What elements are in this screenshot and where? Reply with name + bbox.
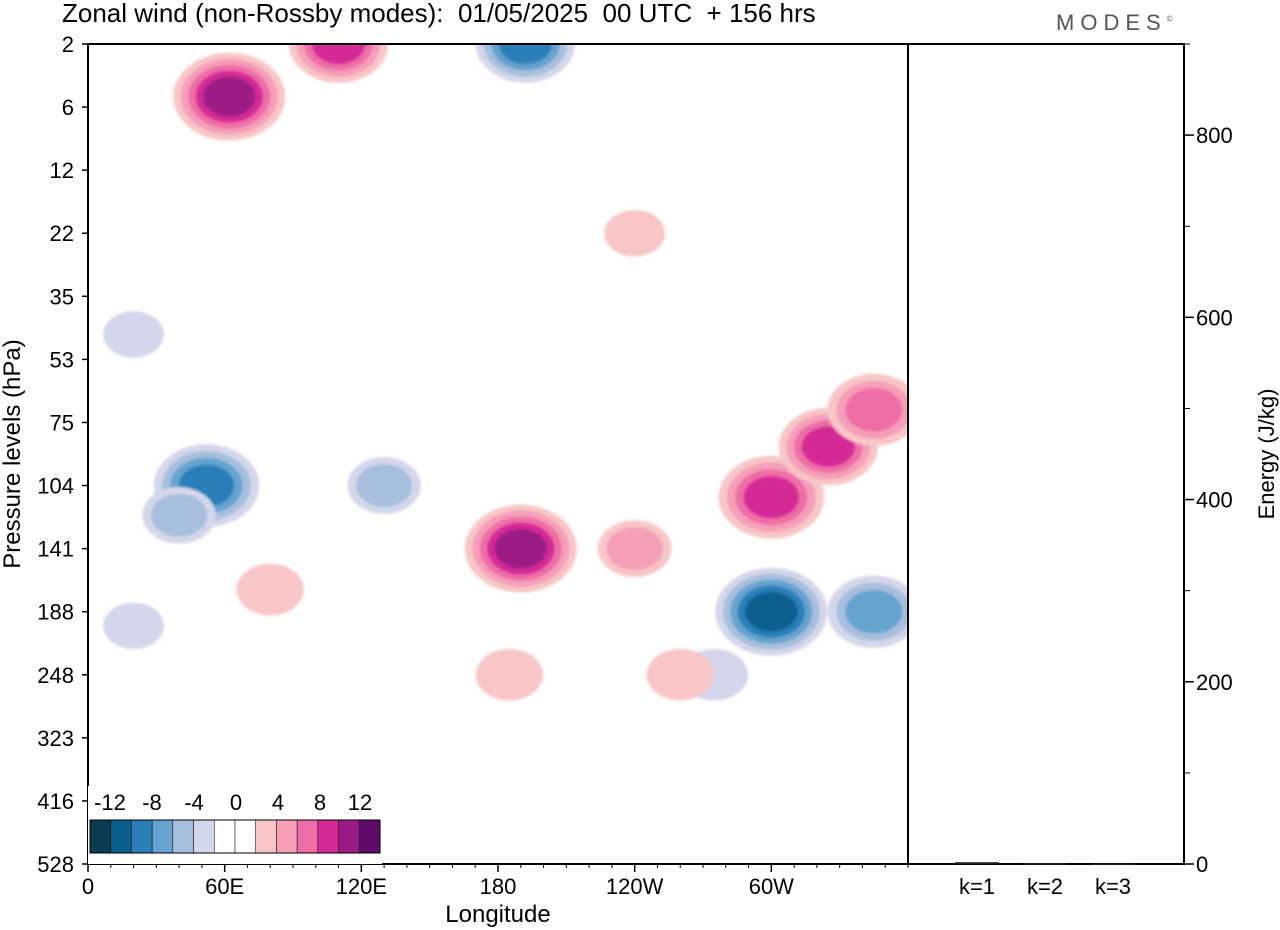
x-tick-label: 60W xyxy=(749,874,794,899)
y-tick-label: 53 xyxy=(50,347,74,372)
heat-blob-15-ring-4 xyxy=(203,76,256,117)
logo-text: MODES xyxy=(1056,10,1167,35)
colorbar-label: 8 xyxy=(314,790,326,815)
colorbar-swatch xyxy=(172,819,194,854)
colorbar-swatch xyxy=(317,819,339,854)
colorbar-swatch xyxy=(276,819,298,854)
colorbar-swatch xyxy=(214,819,236,854)
y-tick-label: 12 xyxy=(50,158,74,183)
heat-blob-7-ring-1 xyxy=(356,464,413,507)
modes-logo: MODES© xyxy=(1056,10,1173,36)
energy-bars: 0 200 400 600 800 Energy (J/kg) k=1 k=2 k=3 xyxy=(955,43,1279,899)
energy-axis-label: Energy (J/kg) xyxy=(1254,389,1279,520)
energy-tick-label: 800 xyxy=(1196,123,1233,148)
colorbar-label: -12 xyxy=(94,790,126,815)
colorbar-outline xyxy=(89,819,381,854)
heat-blob-13-ring-1 xyxy=(606,527,663,570)
heat-blob-2-ring-0 xyxy=(103,602,164,649)
energy-bar-k=3 xyxy=(1091,863,1135,866)
y-tick-label: 75 xyxy=(50,410,74,435)
x-tick-label: 0 xyxy=(82,874,94,899)
energy-bar-label: k=1 xyxy=(959,874,995,899)
y-tick-label: 6 xyxy=(62,95,74,120)
colorbar-swatch xyxy=(338,819,360,854)
energy-panel-frame xyxy=(907,43,1185,865)
colorbar-swatch xyxy=(89,819,111,854)
y-tick-label: 104 xyxy=(37,474,74,499)
colorbar-label: -8 xyxy=(142,790,162,815)
energy-bar-k=1 xyxy=(955,862,999,864)
energy-bar-label: k=3 xyxy=(1095,874,1131,899)
energy-tick-label: 0 xyxy=(1196,852,1208,877)
heat-blob-12-ring-2 xyxy=(845,388,903,432)
colorbar-swatch xyxy=(193,819,215,854)
heat-blob-11-ring-3 xyxy=(801,426,855,467)
heat-blob-9-ring-0 xyxy=(475,648,543,701)
colorbar: -12 -8 -4 0 4 8 12 xyxy=(88,786,382,864)
y-tick-label: 141 xyxy=(37,537,74,562)
heat-blob-8-ring-4 xyxy=(494,528,547,569)
heat-blob-17-ring-0 xyxy=(236,563,304,616)
heat-blob-16-ring-3 xyxy=(312,44,365,65)
colorbar-label: 12 xyxy=(348,790,372,815)
energy-tick-label: 600 xyxy=(1196,305,1233,330)
y-tick-label: 35 xyxy=(50,284,74,309)
colorbar-label: 0 xyxy=(230,790,242,815)
heat-blob-3-ring-4 xyxy=(745,591,798,632)
heat-blob-19-ring-0 xyxy=(103,311,164,358)
colorbar-swatch xyxy=(151,819,174,854)
y-tick-label: 528 xyxy=(37,852,74,877)
x-axis-label: Longitude xyxy=(445,901,550,928)
x-tick-label: 120E xyxy=(336,874,387,899)
heat-blob-14-ring-0 xyxy=(646,648,714,701)
colorbar-swatch xyxy=(131,819,153,854)
heat-blob-10-ring-3 xyxy=(743,476,799,519)
heat-blob-4-ring-2 xyxy=(845,590,903,634)
heatmap-field xyxy=(103,44,908,701)
energy-bar-label: k=2 xyxy=(1027,874,1063,899)
y-tick-label: 416 xyxy=(37,789,74,814)
y-tick-label: 22 xyxy=(50,221,74,246)
copyright-mark: © xyxy=(1166,14,1173,24)
heat-blob-18-ring-0 xyxy=(604,210,666,257)
colorbar-swatch xyxy=(110,819,132,854)
x-tick-label: 180 xyxy=(480,874,517,899)
y-tick-label: 323 xyxy=(37,726,74,751)
energy-tick-label: 400 xyxy=(1196,488,1233,513)
energy-tick-label: 200 xyxy=(1196,670,1233,695)
colorbar-label: 4 xyxy=(272,790,284,815)
colorbar-swatch xyxy=(255,819,277,854)
heat-blob-6-ring-3 xyxy=(498,44,552,65)
x-tick-label: 60E xyxy=(205,874,244,899)
colorbar-swatch xyxy=(296,819,319,854)
colorbar-label: -4 xyxy=(184,790,204,815)
energy-bar-k=2 xyxy=(1023,863,1067,865)
colorbar-swatch xyxy=(359,819,381,854)
y-tick-label: 248 xyxy=(37,663,74,688)
chart-title: Zonal wind (non-Rossby modes): 01/05/202… xyxy=(62,0,816,28)
colorbar-swatch xyxy=(234,819,256,854)
y-tick-label: 2 xyxy=(62,32,74,57)
x-tick-label: 120W xyxy=(606,874,664,899)
y-tick-label: 188 xyxy=(37,600,74,625)
heat-blob-1-ring-1 xyxy=(151,493,208,537)
y-axis-label: Pressure levels (hPa) xyxy=(0,339,26,568)
